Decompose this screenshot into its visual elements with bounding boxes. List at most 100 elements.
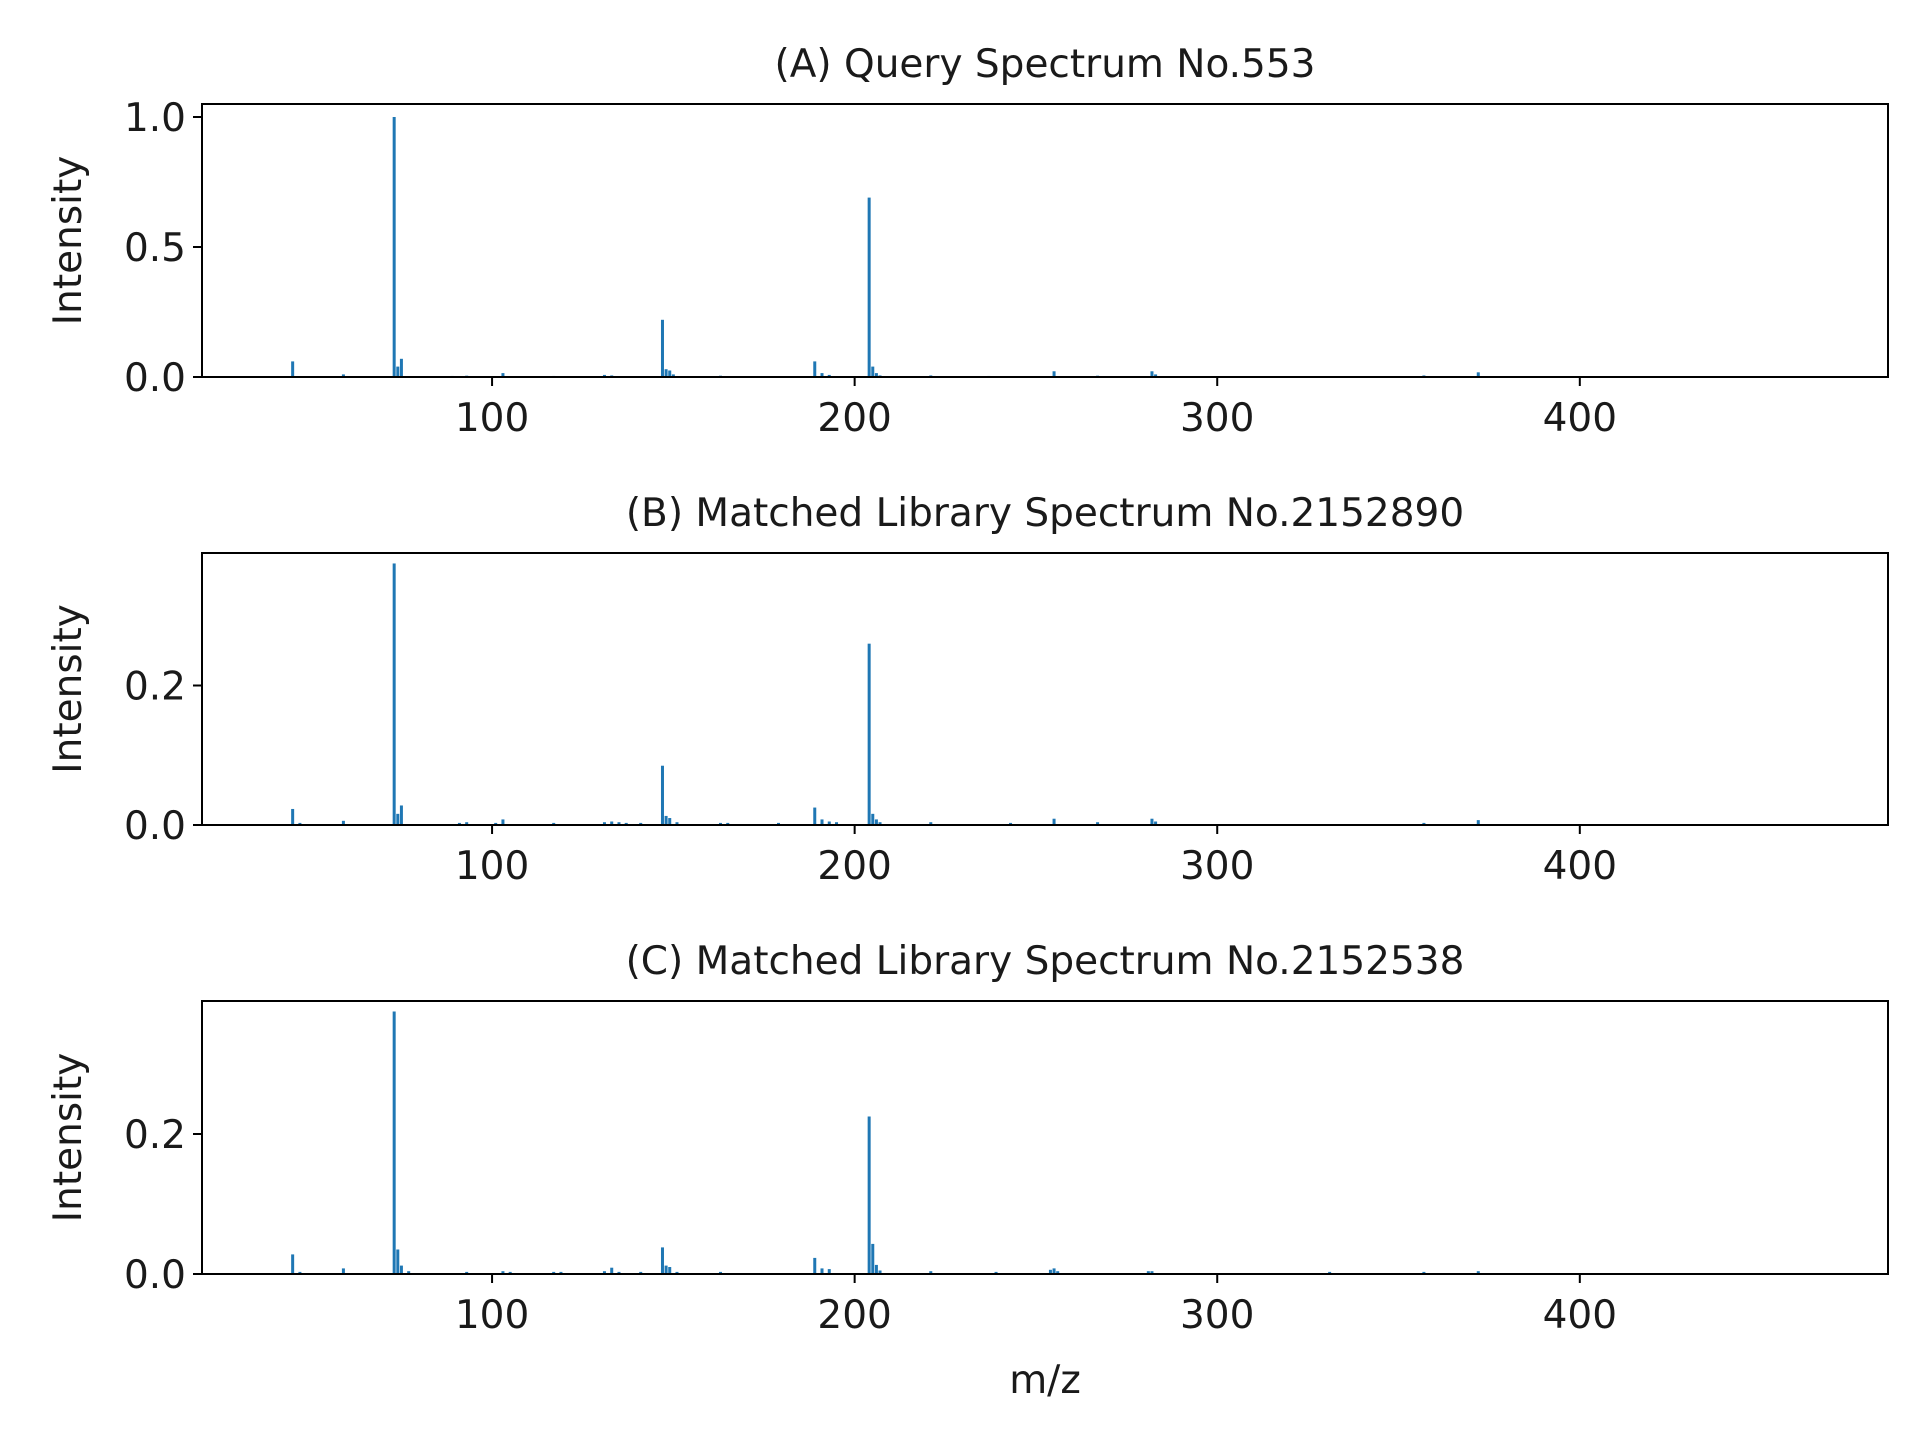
panel-a-ytick-label: 1.0 bbox=[124, 96, 186, 141]
panel-c-bar bbox=[1328, 1271, 1332, 1274]
panel-c-bar bbox=[675, 1271, 679, 1274]
panel-c-bar bbox=[820, 1268, 824, 1274]
panel-c: (C) Matched Library Spectrum No.2152538 1… bbox=[46, 939, 1889, 1338]
panel-a-bar bbox=[1052, 371, 1056, 377]
panel-b-bar bbox=[813, 807, 817, 825]
panel-c-bar bbox=[610, 1267, 614, 1274]
panel-b-ytick-label: 0.0 bbox=[124, 804, 186, 849]
panel-b-bar bbox=[396, 813, 400, 825]
panel-c-bar bbox=[813, 1257, 817, 1274]
panel-b-bar bbox=[1422, 822, 1426, 825]
panel-b-title: (B) Matched Library Spectrum No.2152890 bbox=[626, 491, 1464, 536]
panel-a-frame bbox=[201, 103, 1889, 378]
panel-a-xtick-label: 400 bbox=[1543, 396, 1617, 441]
panel-b-bar bbox=[1476, 820, 1480, 825]
panel-a-bar bbox=[867, 197, 871, 377]
panel-b-bar bbox=[777, 822, 780, 825]
panel-b-ylabel: Intensity bbox=[46, 604, 91, 774]
panel-a-bar bbox=[671, 374, 675, 377]
panel-c-bar bbox=[399, 1265, 403, 1274]
panel-c-bar bbox=[291, 1254, 295, 1274]
x-axis-label: m/z bbox=[1009, 1358, 1081, 1403]
panel-a-bar bbox=[396, 366, 400, 377]
panel-c-bar bbox=[298, 1271, 302, 1274]
panel-b-xtick-label: 400 bbox=[1543, 844, 1617, 889]
panel-c-bar bbox=[867, 1116, 871, 1274]
panel-c-bar bbox=[871, 1243, 875, 1274]
panel-b-bar bbox=[867, 643, 871, 825]
panel-a-bar bbox=[341, 374, 345, 377]
panel-b-bar bbox=[610, 821, 614, 825]
panel-c-title: (C) Matched Library Spectrum No.2152538 bbox=[626, 939, 1465, 984]
panel-c-ytick-label: 0.0 bbox=[124, 1253, 186, 1298]
panel-b-bar bbox=[660, 765, 664, 825]
panel-a-bar bbox=[392, 117, 396, 377]
panel-a-bar bbox=[660, 319, 664, 377]
panel-b-bar bbox=[1150, 818, 1154, 825]
panel-a-xtick-label: 200 bbox=[817, 396, 891, 441]
panel-a-bar bbox=[399, 358, 403, 377]
panel-c-bar bbox=[718, 1271, 722, 1274]
panel-b-bar bbox=[1009, 822, 1013, 825]
panel-c-bar bbox=[396, 1249, 400, 1274]
panel-a-ytick-label: 0.0 bbox=[124, 356, 186, 401]
panel-b-bar bbox=[668, 818, 672, 825]
panel-a: (A) Query Spectrum No.553 100 200 300 400 0.0… bbox=[46, 42, 1889, 441]
panel-b-bar bbox=[878, 822, 882, 825]
panel-b-bar bbox=[624, 822, 628, 825]
panel-a-title: (A) Query Spectrum No.553 bbox=[775, 42, 1316, 87]
panel-b-bar bbox=[1052, 818, 1056, 825]
panel-c-bar bbox=[1150, 1271, 1154, 1274]
panel-b-bar bbox=[835, 822, 839, 825]
panel-a-xtick-label: 100 bbox=[455, 396, 529, 441]
panel-c-bar bbox=[407, 1271, 411, 1274]
panel-b-bar bbox=[874, 819, 878, 825]
panel-c-ylabel: Intensity bbox=[46, 1053, 91, 1223]
panel-c-bar bbox=[552, 1271, 556, 1274]
panel-b-xtick-label: 200 bbox=[817, 844, 891, 889]
panel-b-bar bbox=[664, 815, 668, 825]
panel-b-frame bbox=[201, 552, 1889, 826]
panel-c-bar bbox=[1048, 1269, 1052, 1274]
panel-b-bar bbox=[494, 822, 498, 825]
panel-c-bar bbox=[341, 1268, 345, 1274]
panel-a-bar bbox=[827, 374, 831, 377]
panel-c-frame bbox=[201, 1000, 1889, 1275]
panel-b-ytick-label: 0.2 bbox=[124, 665, 186, 710]
panel-b-bar bbox=[501, 819, 505, 825]
panel-c-bar bbox=[874, 1264, 878, 1274]
panel-a-bar bbox=[501, 373, 505, 377]
panel-c-xtick-label: 400 bbox=[1543, 1293, 1617, 1338]
panel-b-bar bbox=[457, 822, 461, 825]
panel-b-bar bbox=[820, 819, 824, 825]
panel-c-bar bbox=[929, 1271, 933, 1274]
panel-b-bar bbox=[726, 822, 730, 825]
panel-c-bar bbox=[1146, 1271, 1150, 1274]
panel-c-xtick-label: 300 bbox=[1180, 1293, 1254, 1338]
panel-c-bar bbox=[602, 1271, 606, 1274]
panel-c-bar bbox=[827, 1269, 831, 1274]
panel-c-bar bbox=[1476, 1271, 1480, 1274]
panel-b-bar bbox=[341, 820, 345, 825]
panel-c-bar bbox=[617, 1271, 621, 1274]
panel-c-bar bbox=[664, 1265, 668, 1274]
panel-b-bar bbox=[465, 822, 469, 825]
panel-b-bar bbox=[639, 822, 643, 825]
panel-c-bar bbox=[668, 1267, 672, 1274]
panel-b: (B) Matched Library Spectrum No.2152890 1… bbox=[46, 491, 1889, 889]
panel-a-ylabel: Intensity bbox=[46, 156, 91, 326]
panel-b-bar bbox=[602, 822, 606, 825]
panel-c-xtick-label: 100 bbox=[455, 1293, 529, 1338]
panel-c-bar bbox=[1056, 1271, 1060, 1274]
panel-c-bar bbox=[508, 1271, 512, 1274]
panel-b-bar bbox=[827, 821, 831, 825]
panel-b-bar bbox=[675, 822, 679, 825]
panel-a-bar bbox=[871, 366, 875, 377]
panel-c-bar bbox=[465, 1271, 469, 1274]
panel-c-bar bbox=[559, 1271, 563, 1274]
panel-c-ytick-label: 0.2 bbox=[124, 1113, 186, 1158]
panel-b-bar bbox=[298, 822, 302, 825]
panel-c-xtick-label: 200 bbox=[817, 1293, 891, 1338]
panel-a-bar bbox=[1476, 372, 1480, 377]
panel-b-bar bbox=[617, 822, 621, 825]
